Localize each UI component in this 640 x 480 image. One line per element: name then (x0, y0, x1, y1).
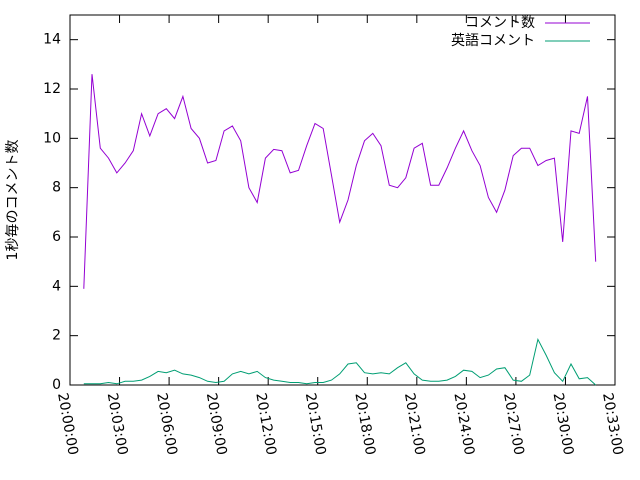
x-tick-label: 20:03:00 (104, 392, 131, 457)
y-tick-label: 4 (52, 278, 61, 294)
legend-label: コメント数 (465, 15, 535, 31)
x-tick-label: 20:15:00 (302, 392, 329, 457)
x-tick-label: 20:24:00 (450, 392, 477, 457)
y-tick-label: 6 (52, 229, 61, 245)
x-tick-label: 20:21:00 (401, 392, 428, 457)
series-line (83, 337, 597, 386)
y-tick-label: 2 (52, 328, 61, 344)
y-tick-label: 14 (43, 32, 61, 48)
y-tick-label: 12 (43, 81, 61, 97)
y-axis-label: 1秒毎のコメント数 (5, 140, 21, 261)
x-tick-label: 20:12:00 (252, 392, 279, 457)
x-tick-label: 20:06:00 (153, 392, 180, 457)
y-tick-label: 10 (43, 130, 61, 146)
x-tick-label: 20:30:00 (550, 392, 577, 457)
x-tick-label: 20:18:00 (351, 392, 378, 457)
series-line (83, 74, 597, 289)
x-tick-label: 20:27:00 (500, 392, 527, 457)
y-tick-label: 0 (52, 377, 61, 393)
x-tick-label: 20:00:00 (54, 392, 81, 457)
y-tick-label: 8 (52, 180, 61, 196)
plot-border (69, 14, 616, 386)
x-tick-label: 20:09:00 (203, 392, 230, 457)
x-tick-label: 20:33:00 (599, 392, 626, 457)
legend-label: 英語コメント (451, 32, 535, 49)
